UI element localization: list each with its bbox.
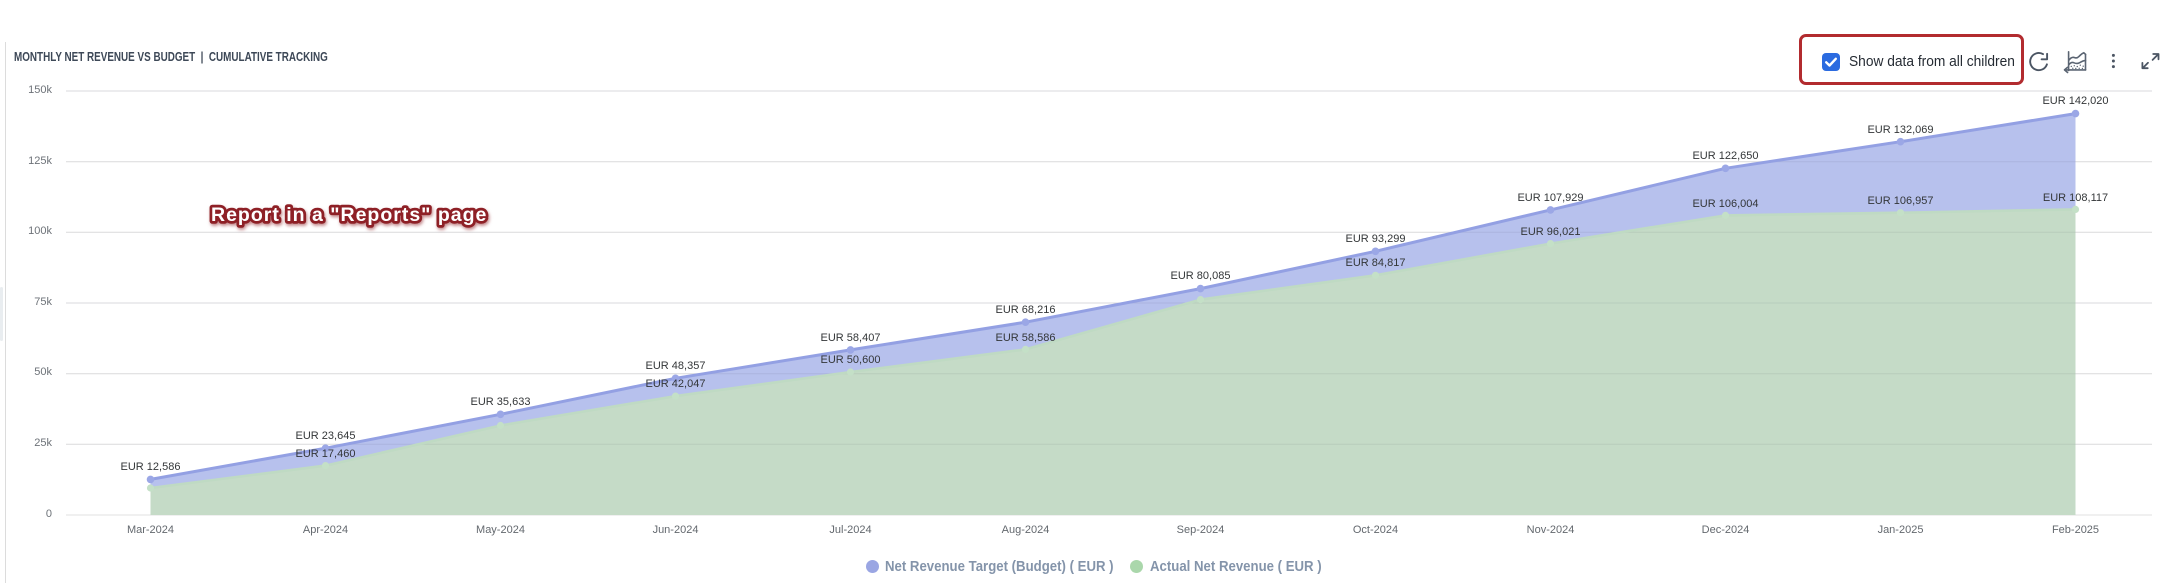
svg-text:Report in a "Reports" page: Report in a "Reports" page	[211, 204, 487, 226]
